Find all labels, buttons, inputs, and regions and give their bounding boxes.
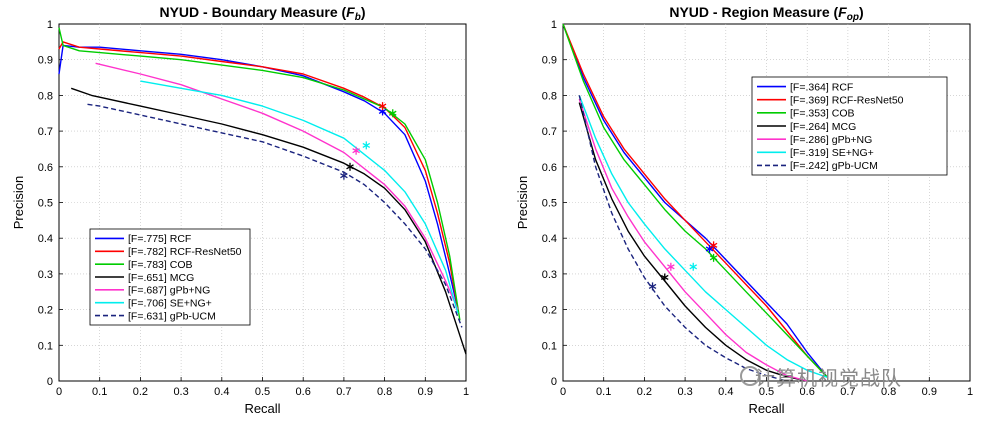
x-tick-label: 1 — [463, 386, 469, 398]
legend-entry-6: [F=.706] SE+NG+ — [128, 298, 212, 310]
y-tick-label: 0.3 — [38, 269, 53, 281]
y-tick-label: 0.4 — [542, 233, 557, 245]
series-marker-7 — [648, 282, 657, 291]
chart-1: 0 0.1 0.2 0.3 0.4 0.5 0.6 0.7 0.8 0.9 1 0 0.1 0.2 0.3 0… — [11, 4, 469, 416]
x-tick-label: 0.1 — [92, 386, 107, 398]
series-marker-3 — [388, 109, 397, 118]
x-axis-label: Recall — [748, 401, 784, 416]
series-line-4 — [578, 102, 808, 382]
watermark: 计算机视觉战队 — [755, 366, 902, 390]
y-tick-label: 0.1 — [542, 340, 557, 352]
series-marker-6 — [362, 141, 371, 150]
y-tick-label: 0.7 — [38, 126, 53, 138]
x-tick-label: 0.5 — [255, 386, 270, 398]
x-tick-label: 0 — [560, 386, 566, 398]
series-marker-7 — [340, 171, 348, 180]
legend-entry-5: [F=.286] gPb+NG — [790, 134, 872, 146]
series-line-2 — [58, 41, 459, 310]
series-marker-1 — [705, 244, 714, 253]
x-tick-label: 1 — [967, 386, 973, 398]
chart-title: NYUD - Boundary Measure (Fb) — [159, 4, 365, 23]
y-axis-label: Precision — [515, 176, 530, 229]
x-axis-label: Recall — [244, 401, 280, 416]
x-tick-label: 0 — [56, 386, 62, 398]
x-tick-label: 0.8 — [881, 386, 896, 398]
legend-entry-2: [F=.782] RCF-ResNet50 — [128, 246, 242, 258]
legend-entry-3: [F=.353] COB — [790, 108, 855, 120]
series-line-1 — [562, 23, 829, 378]
legend-entry-2: [F=.369] RCF-ResNet50 — [790, 95, 904, 107]
series-marker-2 — [709, 241, 718, 250]
series-marker-5 — [352, 146, 360, 155]
y-tick-label: 0.5 — [38, 198, 53, 210]
legend-entry-4: [F=.264] MCG — [790, 121, 856, 133]
legend: [F=.364] RCF [F=.369] RCF-ResNet50[F=.353… — [751, 76, 948, 176]
series-line-3 — [58, 27, 461, 321]
x-tick-label: 0.9 — [922, 386, 937, 398]
series-marker-4 — [346, 162, 354, 171]
x-tick-label: 0.6 — [800, 386, 815, 398]
legend: [F=.775] RCF[F=.782] RCF-ResNet50[F=.783… — [89, 228, 251, 326]
legend-entry-7: [F=.631] gPb-UCM — [128, 310, 216, 322]
y-tick-label: 0.2 — [38, 305, 53, 317]
series-line-2 — [562, 23, 829, 378]
y-tick-label: 0.6 — [38, 162, 53, 174]
y-tick-label: 1 — [47, 19, 53, 31]
series-line-6 — [140, 80, 459, 314]
series-line-7 — [87, 103, 463, 328]
y-tick-label: 0.8 — [38, 90, 53, 102]
x-tick-label: 0.4 — [718, 386, 733, 398]
series-marker-5 — [667, 262, 675, 271]
y-tick-label: 1 — [551, 19, 557, 31]
y-tick-label: 0 — [47, 376, 53, 388]
y-tick-label: 0.6 — [542, 162, 557, 174]
series-line-1 — [58, 44, 459, 310]
x-tick-label: 0.2 — [637, 386, 652, 398]
y-tick-label: 0.8 — [542, 90, 557, 102]
watermark-logo-icon — [740, 366, 760, 386]
legend-entry-3: [F=.783] COB — [128, 259, 193, 271]
legend-entry-1: [F=.364] RCF — [790, 81, 853, 93]
series-marker-6 — [689, 262, 698, 271]
legend-entry-4: [F=.651] MCG — [128, 272, 194, 284]
x-tick-label: 0.7 — [336, 386, 351, 398]
legend-entry-5: [F=.687] gPb+NG — [128, 285, 210, 297]
legend-entry-6: [F=.319] SE+NG+ — [790, 147, 874, 159]
x-tick-label: 0.3 — [173, 386, 188, 398]
y-tick-label: 0.1 — [38, 340, 53, 352]
series-marker-4 — [660, 273, 669, 282]
y-tick-label: 0.3 — [542, 269, 557, 281]
series-line-5 — [578, 98, 808, 382]
x-tick-label: 0.4 — [214, 386, 229, 398]
legend-entry-1: [F=.775] RCF — [128, 233, 191, 245]
chart-title: NYUD - Region Measure (Fop) — [669, 4, 863, 23]
y-tick-label: 0.2 — [542, 305, 557, 317]
x-tick-label: 0.3 — [677, 386, 692, 398]
x-tick-label: 0.6 — [296, 386, 311, 398]
x-tick-label: 0.7 — [840, 386, 855, 398]
x-tick-label: 0.2 — [133, 386, 148, 398]
legend-entry-7: [F=.242] gPb-UCM — [790, 160, 878, 172]
series-line-3 — [562, 23, 829, 378]
x-tick-label: 0.1 — [596, 386, 611, 398]
y-tick-label: 0.9 — [38, 55, 53, 67]
series-line-6 — [578, 95, 828, 379]
series-line-5 — [95, 62, 459, 310]
y-tick-label: 0 — [551, 376, 557, 388]
y-axis-label: Precision — [11, 176, 26, 229]
y-tick-label: 0.5 — [542, 198, 557, 210]
chart-2: 0 0.1 0.2 0.3 0.4 0.5 0.6 0.7 0.8 0.9 1 0 0.1 0.2 0.3 0… — [515, 4, 973, 416]
y-tick-label: 0.7 — [542, 126, 557, 138]
series-marker-2 — [378, 102, 387, 111]
x-tick-label: 0.9 — [418, 386, 433, 398]
x-tick-label: 0.5 — [759, 386, 774, 398]
series-marker-3 — [709, 253, 718, 262]
y-tick-label: 0.4 — [38, 233, 53, 245]
series-line-4 — [70, 87, 467, 355]
y-tick-label: 0.9 — [542, 55, 557, 67]
x-tick-label: 0.8 — [377, 386, 392, 398]
